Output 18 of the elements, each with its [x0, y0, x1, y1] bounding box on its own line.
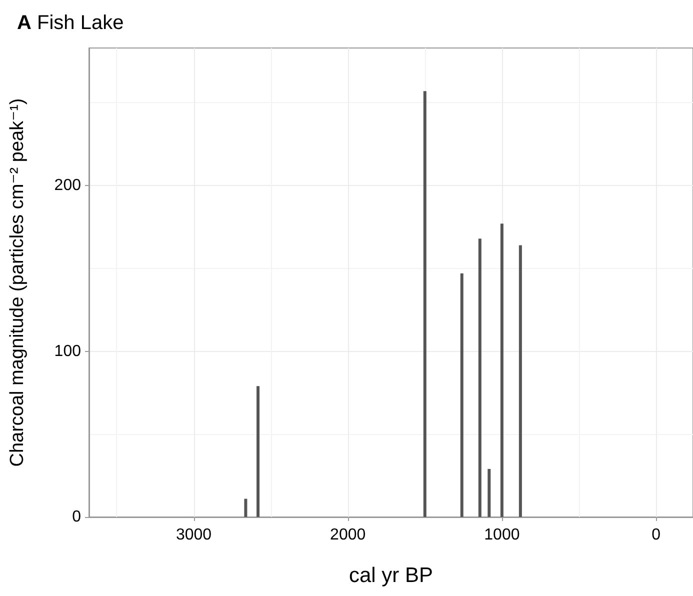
bar [460, 273, 464, 517]
bar [256, 386, 260, 517]
x-tick-label: 1000 [484, 526, 520, 544]
bar [488, 468, 491, 517]
x-tick-label: 2000 [330, 526, 366, 544]
x-axis-title: cal yr BP [348, 564, 434, 587]
bar [478, 238, 482, 517]
bar [500, 224, 504, 517]
y-tick-label: 0 [72, 508, 82, 526]
bar [244, 498, 248, 517]
bar [518, 245, 522, 517]
bar [423, 91, 426, 517]
y-axis-title: Charcoal magnitude (particles cm⁻² peak⁻¹) [7, 98, 28, 467]
x-tick-label: 0 [652, 526, 661, 544]
y-tick-label: 100 [54, 342, 82, 360]
chart-title: A Fish Lake [17, 12, 124, 34]
x-tick-label: 3000 [176, 526, 212, 544]
y-tick-label: 200 [54, 177, 82, 194]
